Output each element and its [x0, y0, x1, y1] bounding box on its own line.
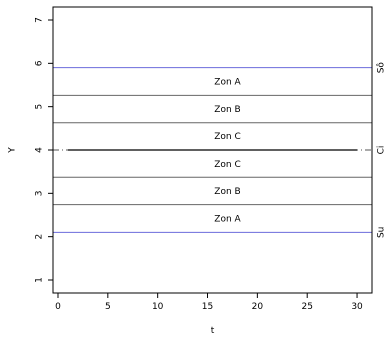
zone-label-5: Zon A [214, 214, 241, 224]
y-axis: 1 2 3 4 5 6 7 [35, 17, 54, 283]
y-tick-label: 7 [35, 17, 45, 23]
y-tick-label: 6 [35, 60, 45, 66]
y-axis-title: Y [8, 147, 18, 154]
x-tick-label: 5 [105, 302, 111, 312]
zone-label-2: Zon C [214, 132, 241, 142]
x-tick-label: 10 [152, 302, 164, 312]
x-axis-title: t [211, 326, 215, 336]
y-tick-label: 3 [35, 190, 45, 196]
limit-label-1: Ci [377, 146, 384, 155]
x-tick-label: 25 [301, 302, 312, 312]
y-tick-label: 4 [35, 147, 45, 153]
zone-label-0: Zon A [214, 78, 241, 88]
x-axis: 0 5 10 15 20 25 30 [55, 292, 363, 312]
zone-labels: Zon A Zon B Zon C Zon C Zon B Zon A [214, 78, 241, 225]
y-tick-label: 1 [35, 277, 45, 283]
y-tick-label: 2 [35, 234, 45, 240]
zone-boundaries [53, 94, 372, 206]
zone-label-1: Zon B [214, 105, 240, 115]
x-tick-label: 30 [351, 302, 363, 312]
limit-labels: Sô Ci Su [376, 62, 384, 238]
zone-label-4: Zon B [214, 187, 240, 197]
x-tick-label: 20 [252, 302, 264, 312]
limit-label-0: Sô [376, 62, 384, 74]
y-tick-label: 5 [35, 104, 45, 110]
x-tick-label: 15 [202, 302, 213, 312]
zone-label-3: Zon C [214, 160, 241, 170]
limit-label-2: Su [377, 227, 384, 238]
x-tick-label: 0 [55, 302, 61, 312]
